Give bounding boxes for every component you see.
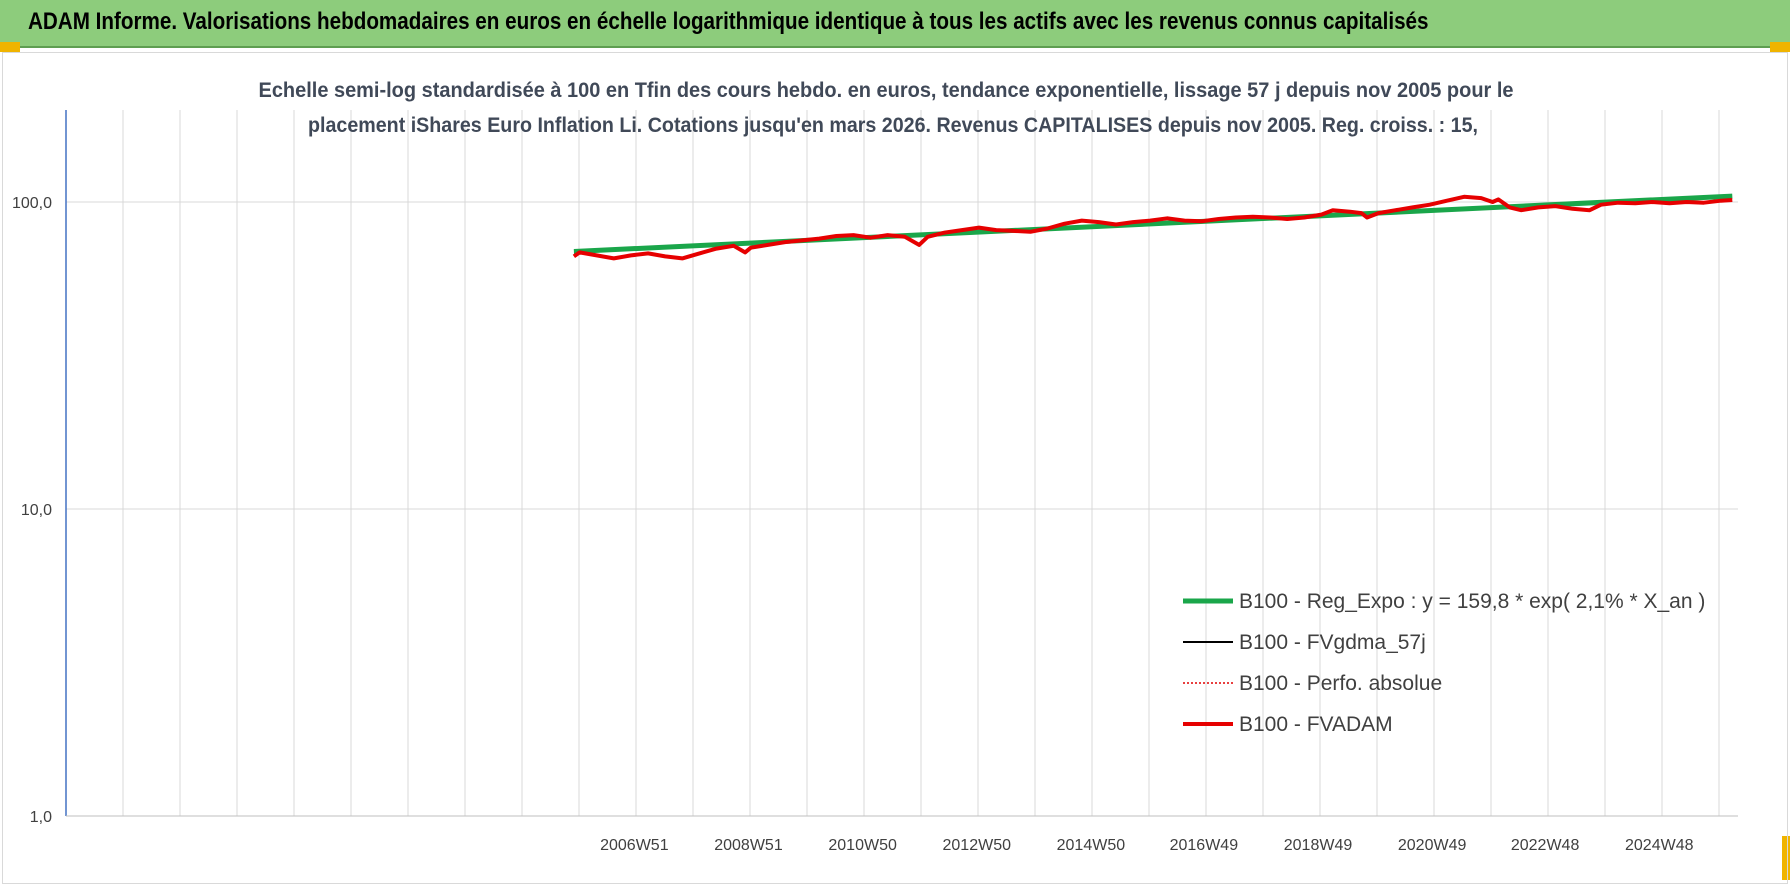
legend-label-reg: B100 - Reg_Expo : y = 159,8 * exp( 2,1% … bbox=[1239, 590, 1705, 613]
chart-frame bbox=[2, 52, 1788, 884]
gridlines bbox=[66, 110, 1738, 817]
x-tick-labels: 2006W51 2008W51 2010W50 2012W50 2014W50 2016W… bbox=[600, 837, 1693, 854]
report-header: ADAM Informe. Valorisations hebdomadaire… bbox=[0, 0, 1790, 48]
x-tick-label: 2022W48 bbox=[1511, 837, 1580, 854]
corner-accent-left bbox=[0, 42, 20, 52]
y-tick-labels: 100,0 10,0 1,0 bbox=[12, 195, 52, 826]
series-line-reg bbox=[573, 193, 1733, 254]
x-tick-label: 2018W49 bbox=[1284, 837, 1353, 854]
legend-label-perfo: B100 - Perfo. absolue bbox=[1239, 672, 1442, 695]
corner-accent-right bbox=[1770, 42, 1790, 52]
x-tick-label: 2012W50 bbox=[943, 837, 1012, 854]
axes bbox=[65, 110, 1738, 817]
x-tick-label: 2016W49 bbox=[1170, 837, 1239, 854]
x-tick-label: 2020W49 bbox=[1398, 837, 1467, 854]
y-tick-label: 1,0 bbox=[30, 809, 52, 826]
y-tick-label: 10,0 bbox=[21, 502, 52, 519]
corner-accent-bottom-right bbox=[1782, 836, 1790, 880]
series-lines bbox=[572, 193, 1733, 261]
chart-subtitle-line-2: placement iShares Euro Inflation Li. Cot… bbox=[308, 114, 1478, 137]
series-line-fvadam bbox=[572, 194, 1733, 261]
x-tick-label: 2014W50 bbox=[1057, 837, 1126, 854]
x-tick-label: 2008W51 bbox=[714, 837, 783, 854]
legend-label-fvadam: B100 - FVADAM bbox=[1239, 713, 1393, 736]
legend-label-fvgdma: B100 - FVgdma_57j bbox=[1239, 631, 1426, 654]
x-tick-label: 2006W51 bbox=[600, 837, 669, 854]
report-title: ADAM Informe. Valorisations hebdomadaire… bbox=[28, 8, 1429, 35]
chart-subtitle-line-1: Echelle semi-log standardisée à 100 en T… bbox=[259, 79, 1514, 102]
chart-legend: B100 - Reg_Expo : y = 159,8 * exp( 2,1% … bbox=[1183, 590, 1705, 736]
x-tick-label: 2024W48 bbox=[1625, 837, 1694, 854]
x-tick-label: 2010W50 bbox=[828, 837, 897, 854]
y-tick-label: 100,0 bbox=[12, 195, 52, 212]
